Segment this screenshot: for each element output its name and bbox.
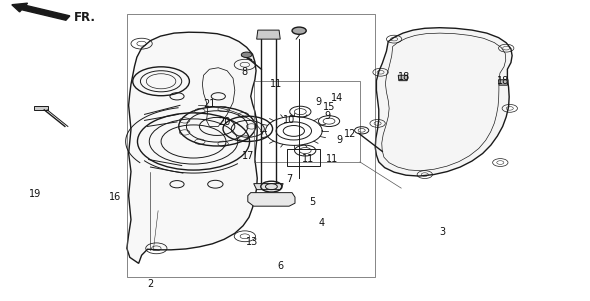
Text: 8: 8: [242, 67, 248, 77]
FancyArrow shape: [12, 3, 70, 20]
Text: 11: 11: [270, 79, 282, 89]
Text: 6: 6: [277, 261, 283, 272]
Polygon shape: [398, 75, 408, 81]
Text: 18: 18: [398, 72, 410, 82]
Text: 10: 10: [283, 115, 295, 126]
Text: 4: 4: [319, 218, 324, 228]
Circle shape: [241, 52, 252, 57]
Text: 16: 16: [109, 192, 121, 202]
Text: FR.: FR.: [74, 11, 96, 24]
Polygon shape: [254, 184, 283, 190]
Polygon shape: [375, 28, 512, 176]
Text: 21: 21: [204, 99, 215, 109]
Text: 11: 11: [326, 154, 338, 164]
Polygon shape: [127, 32, 257, 263]
Text: 11: 11: [303, 154, 314, 164]
Text: 9: 9: [336, 135, 342, 145]
Circle shape: [292, 27, 306, 34]
Text: 17: 17: [242, 151, 254, 161]
Text: 5: 5: [310, 197, 316, 207]
Text: 19: 19: [30, 189, 41, 199]
Text: 7: 7: [286, 174, 292, 184]
Polygon shape: [34, 106, 48, 110]
Text: 9: 9: [324, 111, 330, 121]
Text: 9: 9: [316, 97, 322, 107]
Polygon shape: [499, 80, 508, 85]
Text: 2: 2: [148, 279, 153, 290]
Text: 15: 15: [323, 102, 335, 112]
Text: 20: 20: [218, 117, 230, 127]
Polygon shape: [248, 193, 295, 206]
Text: 18: 18: [497, 76, 509, 86]
Text: 14: 14: [332, 93, 343, 103]
Text: 3: 3: [440, 227, 445, 237]
Text: 13: 13: [246, 237, 258, 247]
Text: 12: 12: [344, 129, 356, 139]
Polygon shape: [257, 30, 280, 39]
